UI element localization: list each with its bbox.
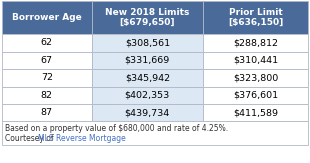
Text: $308,561: $308,561 xyxy=(125,38,170,47)
Text: $323,800: $323,800 xyxy=(233,73,278,82)
Text: 67: 67 xyxy=(41,56,53,65)
Text: MLS Reverse Mortgage: MLS Reverse Mortgage xyxy=(38,134,126,143)
Text: $310,441: $310,441 xyxy=(233,56,278,65)
Text: New 2018 Limits
[$679,650]: New 2018 Limits [$679,650] xyxy=(105,8,189,27)
Text: $345,942: $345,942 xyxy=(125,73,170,82)
Text: $402,353: $402,353 xyxy=(125,91,170,100)
Text: $411,589: $411,589 xyxy=(233,108,278,117)
Text: Based on a property value of $680,000 and rate of 4.25%.: Based on a property value of $680,000 an… xyxy=(5,124,228,133)
Text: Prior Limit
[$636,150]: Prior Limit [$636,150] xyxy=(228,8,283,27)
Text: $439,734: $439,734 xyxy=(125,108,170,117)
Text: Borrower Age: Borrower Age xyxy=(12,13,82,22)
Text: 62: 62 xyxy=(41,38,53,47)
Text: 82: 82 xyxy=(41,91,53,100)
Text: 87: 87 xyxy=(41,108,53,117)
Text: $288,812: $288,812 xyxy=(233,38,278,47)
Text: $376,601: $376,601 xyxy=(233,91,278,100)
Text: 72: 72 xyxy=(41,73,53,82)
Text: $331,669: $331,669 xyxy=(125,56,170,65)
Text: Courtesey of: Courtesey of xyxy=(5,134,56,143)
